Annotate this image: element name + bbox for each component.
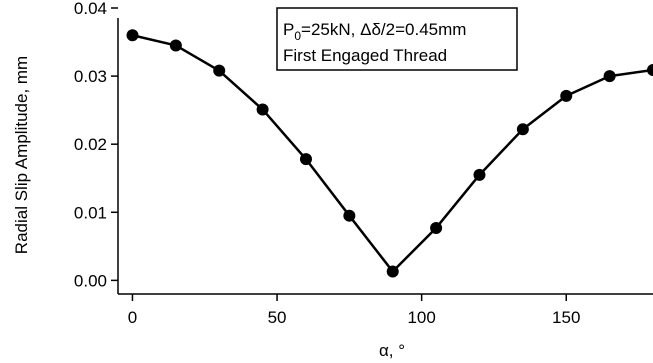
x-tick-label: 0 (128, 308, 137, 327)
y-tick-label: 0.02 (74, 135, 107, 154)
annotation-params: =25kN, Δδ/2=0.45mm (301, 20, 466, 39)
data-point (603, 70, 616, 83)
data-point (386, 265, 399, 278)
annotation-box: P0=25kN, Δδ/2=0.45mm First Engaged Threa… (276, 7, 518, 71)
data-point (299, 153, 312, 166)
annotation-p-subscript: 0 (294, 29, 301, 43)
x-ticks: 0 50 100 150 (128, 294, 580, 327)
axes (117, 18, 653, 295)
data-point (256, 103, 269, 116)
series-group (126, 29, 653, 278)
data-point (516, 123, 529, 136)
annotation-line-1: P0=25kN, Δδ/2=0.45mm (283, 20, 466, 43)
data-point (430, 221, 443, 234)
data-point (213, 64, 226, 77)
x-tick-label: 50 (268, 308, 287, 327)
y-tick-label: 0.04 (74, 0, 107, 18)
annotation-line-2: First Engaged Thread (283, 46, 447, 65)
annotation-frame (276, 7, 518, 71)
y-tick-label: 0.01 (74, 203, 107, 222)
data-point (473, 168, 486, 181)
data-point (647, 63, 653, 76)
annotation-p-symbol: P (283, 20, 294, 39)
data-point (126, 29, 139, 42)
x-axis-label: α, ° (379, 341, 405, 360)
y-axis-label: Radial Slip Amplitude, mm (12, 56, 31, 254)
y-tick-label: 0.03 (74, 67, 107, 86)
data-point (169, 39, 182, 52)
y-tick-label: 0.00 (74, 271, 107, 290)
data-point (343, 209, 356, 222)
x-tick-label: 150 (552, 308, 580, 327)
x-tick-label: 100 (407, 308, 435, 327)
data-point (560, 89, 573, 102)
y-ticks: 0.00 0.01 0.02 0.03 0.04 (74, 0, 118, 290)
